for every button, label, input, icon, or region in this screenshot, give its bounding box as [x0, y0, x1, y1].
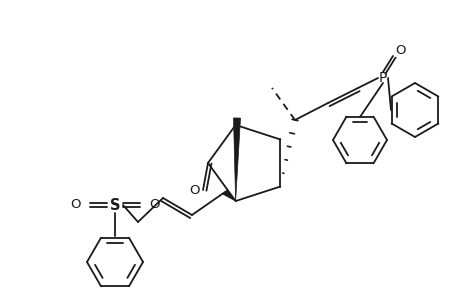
Text: O: O: [190, 184, 200, 196]
Polygon shape: [233, 118, 240, 201]
Text: O: O: [394, 44, 405, 56]
Text: P: P: [378, 71, 386, 85]
Polygon shape: [223, 190, 235, 201]
Text: S: S: [110, 197, 120, 212]
Text: O: O: [70, 199, 81, 212]
Text: O: O: [149, 199, 159, 212]
